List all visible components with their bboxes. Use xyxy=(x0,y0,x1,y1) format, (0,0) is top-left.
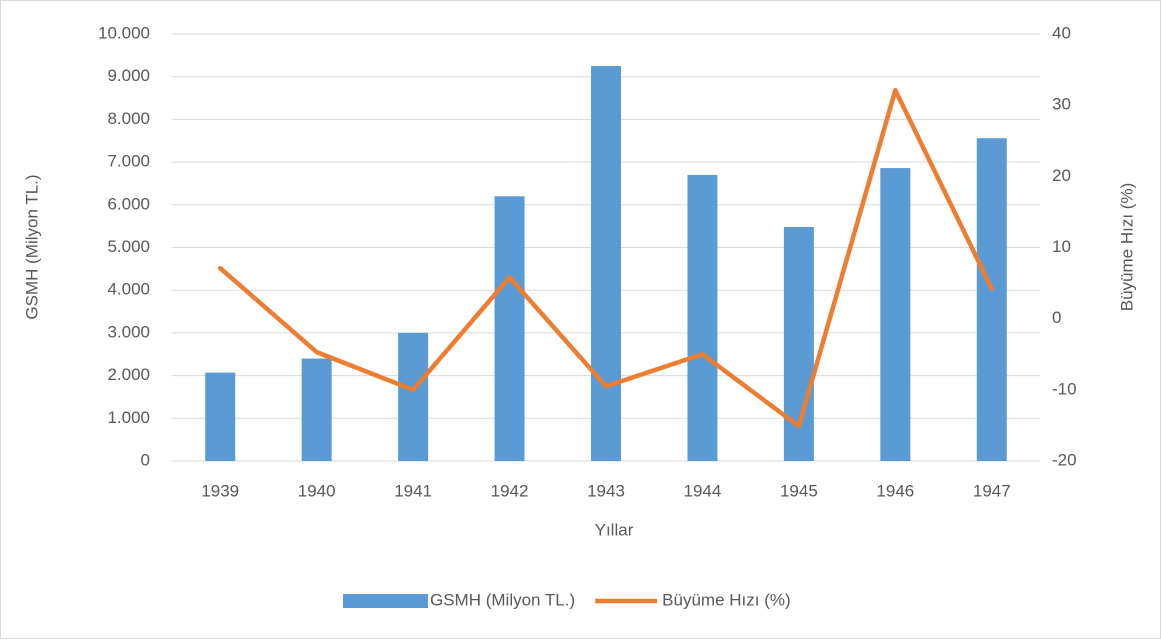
bar xyxy=(301,358,332,461)
x-tick-label: 1945 xyxy=(780,481,818,500)
x-tick-label: 1947 xyxy=(973,481,1011,500)
bar xyxy=(398,332,429,461)
y-tick-label: 2.000 xyxy=(107,365,150,384)
x-tick-label: 1943 xyxy=(587,481,625,500)
y2-tick-label: 20 xyxy=(1052,166,1071,185)
x-tick-label: 1941 xyxy=(394,481,432,500)
bar xyxy=(591,66,621,462)
y2-tick-label: 30 xyxy=(1052,95,1071,114)
legend-swatch xyxy=(343,594,428,608)
x-tick-label: 1946 xyxy=(876,481,914,500)
y-tick-label: 1.000 xyxy=(107,408,150,427)
y-tick-label: 9.000 xyxy=(107,66,150,85)
y2-tick-label: -10 xyxy=(1052,379,1077,398)
y-tick-label: 7.000 xyxy=(107,152,150,171)
y-tick-label: 3.000 xyxy=(107,322,150,341)
bar xyxy=(880,168,911,461)
y-tick-label: 0 xyxy=(141,450,150,469)
y-tick-label: 4.000 xyxy=(107,280,150,299)
y-tick-label: 10.000 xyxy=(98,23,150,42)
y-tick-label: 6.000 xyxy=(107,194,150,213)
y2-tick-label: 0 xyxy=(1052,308,1061,327)
x-tick-label: 1939 xyxy=(201,481,239,500)
y-axis-title: GSMH (Milyon TL.) xyxy=(22,174,41,319)
legend-label: Büyüme Hızı (%) xyxy=(662,590,790,609)
y2-axis-title: Büyüme Hızı (%) xyxy=(1117,183,1136,311)
y-tick-label: 8.000 xyxy=(107,109,150,128)
y-tick-label: 5.000 xyxy=(107,237,150,256)
y2-tick-label: 10 xyxy=(1052,237,1071,256)
bar xyxy=(494,196,525,461)
bar xyxy=(976,138,1007,462)
line xyxy=(217,87,995,429)
legend-label: GSMH (Milyon TL.) xyxy=(430,590,575,609)
y2-tick-label: -20 xyxy=(1052,450,1077,469)
x-tick-label: 1944 xyxy=(684,481,722,500)
x-tick-label: 1942 xyxy=(491,481,529,500)
bar xyxy=(205,372,236,461)
bar xyxy=(687,174,718,461)
x-axis-title: Yıllar xyxy=(595,520,634,539)
x-tick-label: 1940 xyxy=(298,481,336,500)
y2-tick-label: 40 xyxy=(1052,23,1071,42)
